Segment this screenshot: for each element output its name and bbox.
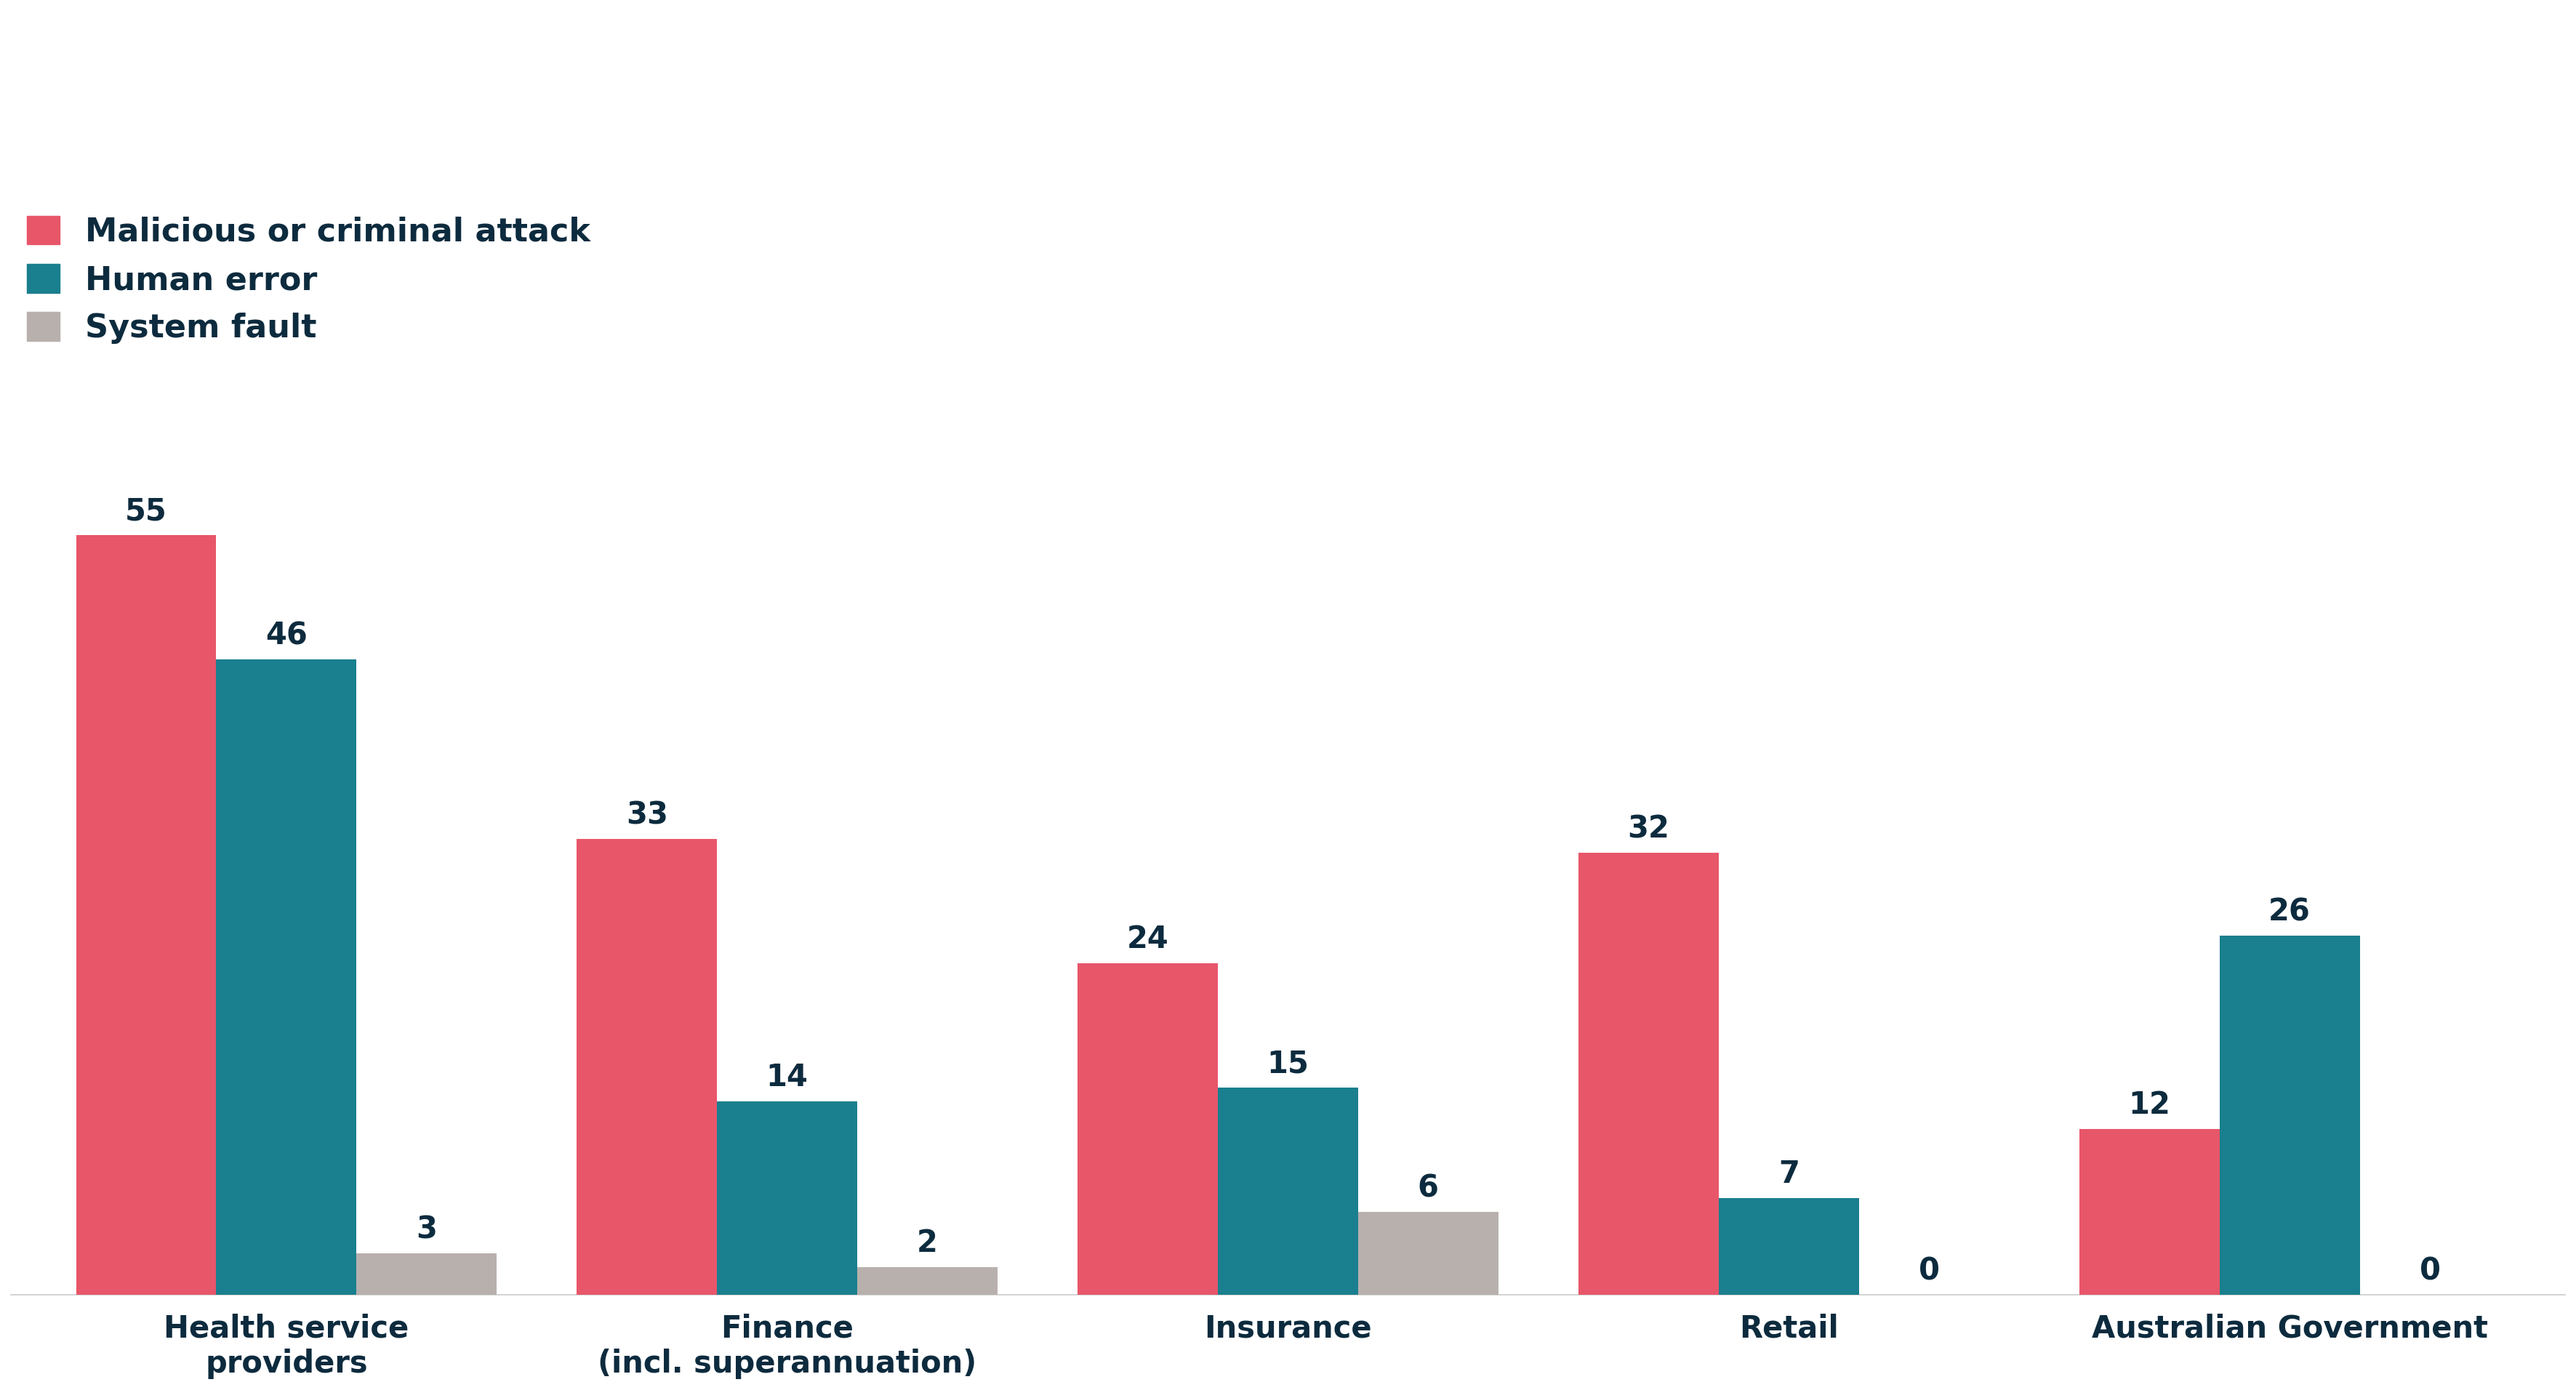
Legend: Malicious or criminal attack, Human error, System fault: Malicious or criminal attack, Human erro… [28,215,590,345]
Text: 6: 6 [1417,1173,1440,1204]
Text: 55: 55 [126,496,167,527]
Bar [2221,935,2360,1294]
Text: 24: 24 [1126,924,1170,955]
Text: 15: 15 [1267,1048,1309,1079]
Bar [716,1101,858,1294]
Bar [1718,1198,1860,1294]
Text: 7: 7 [1777,1159,1801,1190]
Bar [216,659,355,1294]
Bar [1218,1087,1358,1294]
Text: 46: 46 [265,620,307,651]
Text: 2: 2 [917,1229,938,1259]
Bar [577,840,716,1294]
Text: 33: 33 [626,801,667,831]
Bar [2079,1129,2221,1294]
Bar [355,1254,497,1294]
Bar [858,1266,997,1294]
Text: 12: 12 [2128,1090,2172,1120]
Bar [1077,963,1218,1294]
Text: 14: 14 [765,1062,809,1093]
Text: 26: 26 [2269,897,2311,927]
Bar [1579,852,1718,1294]
Text: 0: 0 [2419,1255,2439,1286]
Text: 32: 32 [1628,815,1669,844]
Text: 0: 0 [1919,1255,1940,1286]
Bar [77,535,216,1294]
Bar [1358,1212,1499,1294]
Text: 3: 3 [417,1215,438,1245]
